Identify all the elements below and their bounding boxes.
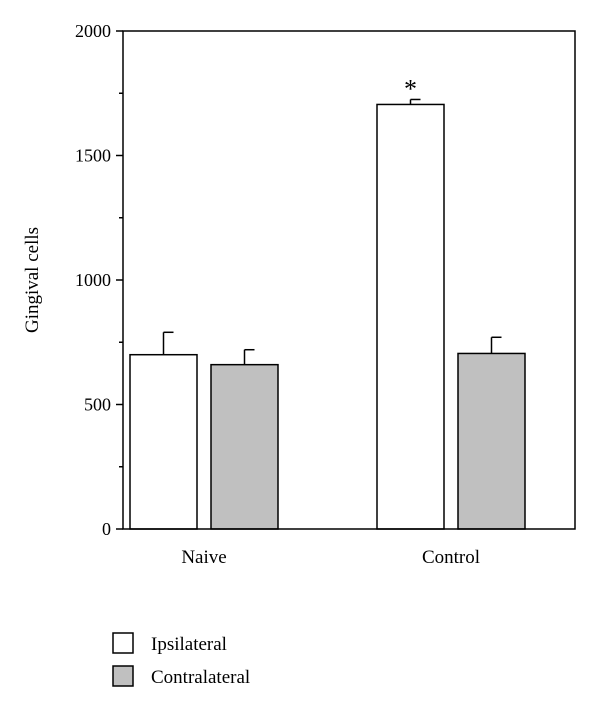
legend-label-ipsilateral: Ipsilateral [151,634,227,655]
y-tick-label: 500 [84,395,111,415]
y-tick-label: 2000 [75,21,111,41]
bar-ipsilateral-naive [129,353,198,530]
bar-ipsilateral-control [376,103,445,530]
y-tick-label: 1500 [75,146,111,166]
x-category-label: Control [422,547,480,568]
y-axis-ticks: 0 500 1000 1500 2000 [75,21,123,539]
legend-swatch-contralateral [112,665,134,687]
bar-contralateral-naive [210,363,279,530]
legend-swatch-ipsilateral [112,632,134,654]
y-tick-label: 0 [102,519,111,539]
y-tick-label: 1000 [75,270,111,290]
x-axis-labels: Naive Control [181,547,480,568]
y-axis-title: Gingival cells [22,227,43,333]
bars-group [129,103,526,530]
annotations-group: * [404,74,417,103]
legend-label-contralateral: Contralateral [151,667,250,688]
error-bars-group [162,98,502,365]
bar-contralateral-control [457,352,526,530]
legend: Ipsilateral Contralateral [112,632,250,688]
x-category-label: Naive [181,547,226,568]
significance-marker: * [404,74,417,103]
